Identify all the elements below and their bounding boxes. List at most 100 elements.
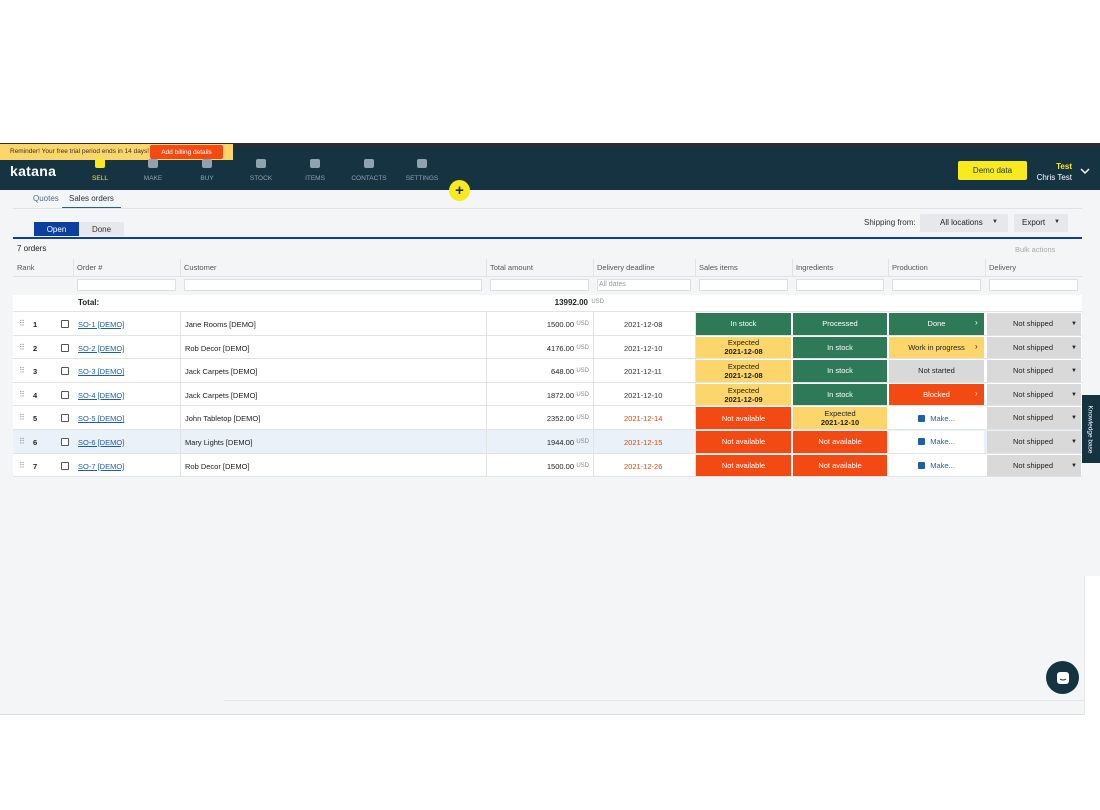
status-label[interactable]: Blocked bbox=[923, 390, 950, 400]
status-cell[interactable]: Expected 2021-12-10 bbox=[793, 407, 887, 429]
status-label[interactable]: Done bbox=[927, 319, 946, 329]
status-cell[interactable]: Not available bbox=[696, 407, 791, 429]
status-cell[interactable]: Work in progress bbox=[889, 336, 984, 359]
delivery-select[interactable]: Not shipped bbox=[987, 454, 1081, 477]
status-label[interactable]: Make... bbox=[930, 437, 955, 447]
nav-icon[interactable] bbox=[202, 159, 212, 168]
nav-item[interactable]: CONTACTS bbox=[351, 175, 387, 182]
status-cell[interactable]: In stock bbox=[793, 383, 887, 406]
status-cell[interactable]: Not started bbox=[889, 360, 984, 382]
drag-handle[interactable]: ⠿ bbox=[19, 366, 25, 376]
row-checkbox[interactable] bbox=[61, 367, 69, 376]
nav-item[interactable]: BUY bbox=[200, 175, 214, 182]
status-cell[interactable]: Done bbox=[889, 313, 984, 335]
nav-icon[interactable] bbox=[417, 159, 427, 168]
nav-icon[interactable] bbox=[364, 159, 374, 168]
status-cell[interactable]: Make... bbox=[889, 431, 984, 453]
status-label[interactable]: Not available bbox=[818, 437, 862, 447]
drag-handle[interactable]: ⠿ bbox=[19, 460, 25, 470]
nav-item[interactable]: SELL bbox=[92, 175, 108, 182]
row-checkbox[interactable] bbox=[61, 343, 69, 352]
demo-data-button[interactable]: Demo data bbox=[958, 161, 1027, 180]
row-checkbox[interactable] bbox=[61, 414, 69, 423]
status-cell[interactable]: Not available bbox=[696, 454, 791, 477]
order-link[interactable]: SO-5 [DEMO] bbox=[78, 414, 125, 424]
status-label[interactable]: Expected bbox=[824, 409, 856, 419]
knowledge-base-label[interactable]: Knowledge base bbox=[1086, 404, 1094, 454]
user-name[interactable]: Chris Test bbox=[1036, 173, 1072, 182]
status-cell[interactable]: Make... bbox=[889, 407, 984, 429]
chat-button[interactable] bbox=[1046, 661, 1079, 694]
status-cell[interactable]: Expected 2021-12-09 bbox=[696, 383, 791, 406]
status-cell[interactable]: Expected 2021-12-08 bbox=[696, 336, 791, 359]
drag-handle[interactable]: ⠿ bbox=[19, 437, 25, 446]
filter-input[interactable] bbox=[490, 279, 589, 291]
status-cell[interactable]: In stock bbox=[793, 336, 887, 359]
order-link[interactable]: SO-7 [DEMO] bbox=[78, 461, 125, 471]
status-cell[interactable]: In stock bbox=[793, 360, 887, 382]
status-cell[interactable]: Make... bbox=[889, 454, 984, 477]
nav-icon[interactable] bbox=[310, 159, 320, 168]
status-label[interactable]: Expected bbox=[727, 385, 760, 395]
order-link[interactable]: SO-2 [DEMO] bbox=[78, 343, 125, 353]
status-label[interactable]: Not available bbox=[721, 437, 766, 447]
order-link[interactable]: SO-6 [DEMO] bbox=[78, 438, 125, 447]
status-cell[interactable]: Not available bbox=[793, 454, 887, 477]
status-label[interactable]: In stock bbox=[730, 319, 757, 329]
toggle-option[interactable]: Done bbox=[79, 222, 124, 236]
status-cell[interactable]: Expected 2021-12-08 bbox=[696, 360, 791, 382]
status-cell[interactable]: Not available bbox=[793, 431, 887, 453]
logo[interactable]: katana bbox=[10, 163, 57, 179]
status-label[interactable]: Not started bbox=[918, 366, 955, 376]
status-label[interactable]: Processed bbox=[822, 319, 858, 329]
nav-item[interactable]: SETTINGS bbox=[405, 175, 439, 182]
filter-input[interactable] bbox=[796, 279, 884, 291]
status-label[interactable]: Make... bbox=[930, 460, 955, 470]
drag-handle[interactable]: ⠿ bbox=[19, 319, 25, 328]
tab[interactable]: Sales orders bbox=[62, 194, 121, 208]
status-cell[interactable]: Blocked bbox=[889, 383, 984, 406]
delivery-select[interactable]: Not shipped bbox=[987, 407, 1081, 429]
user-chevron[interactable] bbox=[1080, 167, 1090, 175]
filter-input[interactable] bbox=[184, 279, 482, 291]
filter-input[interactable] bbox=[892, 279, 981, 291]
status-cell[interactable]: Not available bbox=[696, 431, 791, 453]
status-label[interactable]: Not available bbox=[818, 460, 862, 470]
status-label[interactable]: Make... bbox=[930, 413, 955, 423]
order-link[interactable]: SO-4 [DEMO] bbox=[78, 390, 125, 400]
status-label[interactable]: In stock bbox=[827, 342, 853, 352]
billing-button[interactable]: Add billing details bbox=[150, 145, 223, 159]
delivery-select[interactable]: Not shipped bbox=[987, 360, 1081, 382]
delivery-select[interactable]: Not shipped bbox=[987, 431, 1081, 453]
row-checkbox[interactable] bbox=[61, 461, 69, 470]
knowledge-base-tab[interactable]: Knowledge base bbox=[1080, 395, 1100, 463]
tab[interactable]: Quotes bbox=[33, 194, 59, 203]
nav-item[interactable]: ITEMS bbox=[305, 175, 325, 182]
drag-handle[interactable]: ⠿ bbox=[19, 342, 25, 352]
export-button[interactable]: Export bbox=[1014, 214, 1068, 232]
status-label[interactable]: Expected bbox=[727, 361, 760, 371]
status-label[interactable]: Not available bbox=[721, 413, 766, 423]
nav-icon[interactable] bbox=[148, 159, 158, 168]
delivery-select[interactable]: Not shipped bbox=[987, 336, 1081, 359]
status-cell[interactable]: Processed bbox=[793, 313, 887, 335]
location-select[interactable]: All locations bbox=[920, 214, 1008, 232]
order-link[interactable]: SO-1 [DEMO] bbox=[78, 320, 125, 329]
drag-handle[interactable]: ⠿ bbox=[19, 389, 25, 399]
toggle-option[interactable]: Open bbox=[34, 222, 79, 236]
nav-item[interactable]: MAKE bbox=[143, 175, 163, 182]
delivery-select[interactable]: Not shipped bbox=[987, 383, 1081, 406]
nav-item[interactable]: STOCK bbox=[249, 175, 273, 182]
row-checkbox[interactable] bbox=[61, 320, 69, 328]
nav-icon[interactable] bbox=[95, 159, 105, 168]
delivery-select[interactable]: Not shipped bbox=[987, 313, 1081, 335]
status-label[interactable]: Not available bbox=[721, 460, 766, 470]
nav-icon[interactable] bbox=[256, 159, 266, 168]
filter-input[interactable] bbox=[597, 279, 691, 291]
drag-handle[interactable]: ⠿ bbox=[19, 413, 25, 423]
status-label[interactable]: In stock bbox=[827, 390, 853, 400]
filter-input[interactable] bbox=[699, 279, 788, 291]
add-button[interactable]: + bbox=[449, 180, 470, 201]
row-checkbox[interactable] bbox=[61, 390, 69, 399]
filter-input[interactable] bbox=[77, 279, 176, 291]
